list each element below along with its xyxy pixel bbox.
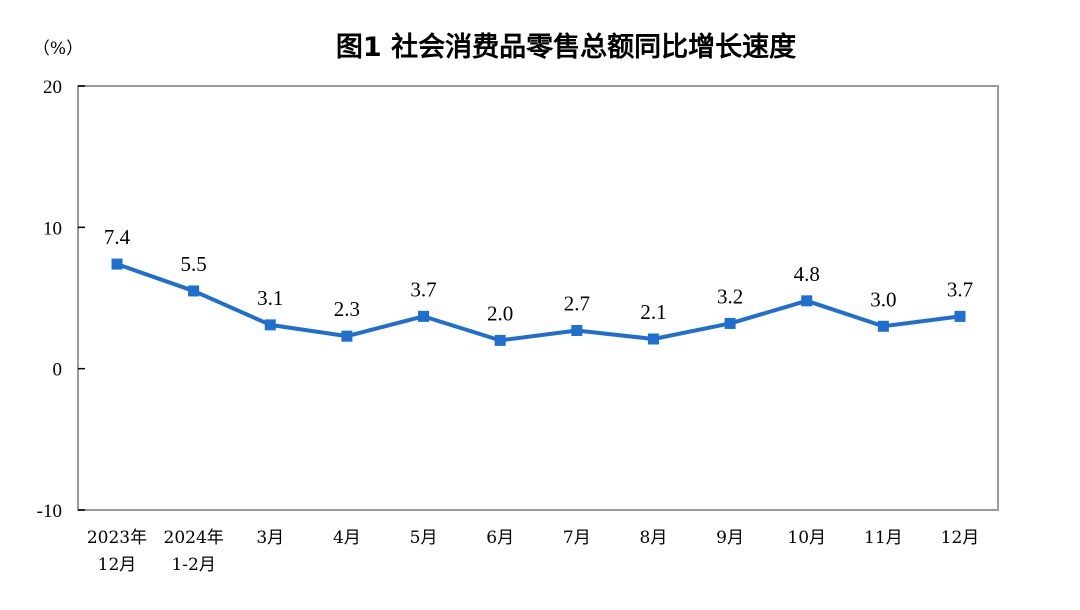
data-point-marker — [571, 325, 583, 337]
x-tick-label: 3月 — [256, 528, 284, 548]
x-tick-label: 11月 — [864, 528, 903, 548]
y-tick-label: -10 — [37, 501, 62, 522]
x-tick-label: 7月 — [563, 528, 591, 548]
data-label: 2.0 — [487, 301, 513, 325]
x-tick-label: 9月 — [716, 528, 744, 548]
data-label: 2.3 — [334, 297, 360, 321]
data-point-marker — [418, 310, 430, 322]
y-tick-label: 0 — [53, 360, 63, 381]
y-unit-label: （%） — [33, 39, 83, 59]
chart-title: 图1 社会消费品零售总额同比增长速度 — [336, 31, 796, 63]
data-label: 2.1 — [640, 300, 666, 324]
data-point-marker — [724, 317, 736, 329]
data-point-marker — [954, 310, 966, 322]
x-tick-label: 5月 — [410, 528, 438, 548]
x-tick-label: 12月 — [98, 555, 137, 575]
data-point-marker — [341, 330, 353, 342]
data-label: 3.2 — [717, 284, 743, 308]
data-label: 3.0 — [870, 287, 896, 311]
data-point-marker — [111, 258, 123, 270]
x-axis: 2023年 12月 2024年 1-2月 3月 4月 5月 6月 7月 8月 9月 10月 11月 12月 — [87, 528, 979, 575]
plot-area-frame — [77, 85, 999, 511]
data-point-marker — [801, 295, 813, 307]
x-tick-label: 1-2月 — [171, 555, 215, 575]
series-layer: 7.4 5.5 3.1 2.3 3.7 2.0 2.7 2.1 3.2 4.8 3.0 3.7 — [104, 225, 973, 346]
data-point-marker — [877, 320, 889, 332]
data-point-marker — [647, 333, 659, 345]
x-tick-label: 6月 — [486, 528, 514, 548]
x-tick-label: 4月 — [333, 528, 361, 548]
x-tick-label: 2023年 — [87, 528, 147, 548]
series-line — [115, 262, 962, 343]
y-axis: 20 10 0 -10 — [37, 77, 85, 522]
data-label: 3.7 — [947, 277, 973, 301]
data-point-marker — [494, 334, 506, 346]
x-tick-label: 2024年 — [164, 528, 224, 548]
data-label: 7.4 — [104, 225, 131, 249]
x-tick-label: 12月 — [941, 528, 980, 548]
data-label: 5.5 — [181, 252, 207, 276]
x-tick-label: 8月 — [640, 528, 668, 548]
data-label: 3.7 — [410, 277, 436, 301]
y-tick-label: 20 — [43, 77, 62, 98]
data-point-marker — [188, 285, 200, 297]
x-tick-label: 10月 — [787, 528, 826, 548]
data-point-marker — [264, 319, 276, 331]
data-label: 3.1 — [257, 286, 283, 310]
y-tick-label: 10 — [43, 218, 62, 239]
data-label: 4.8 — [794, 262, 820, 286]
data-label: 2.7 — [564, 292, 590, 316]
